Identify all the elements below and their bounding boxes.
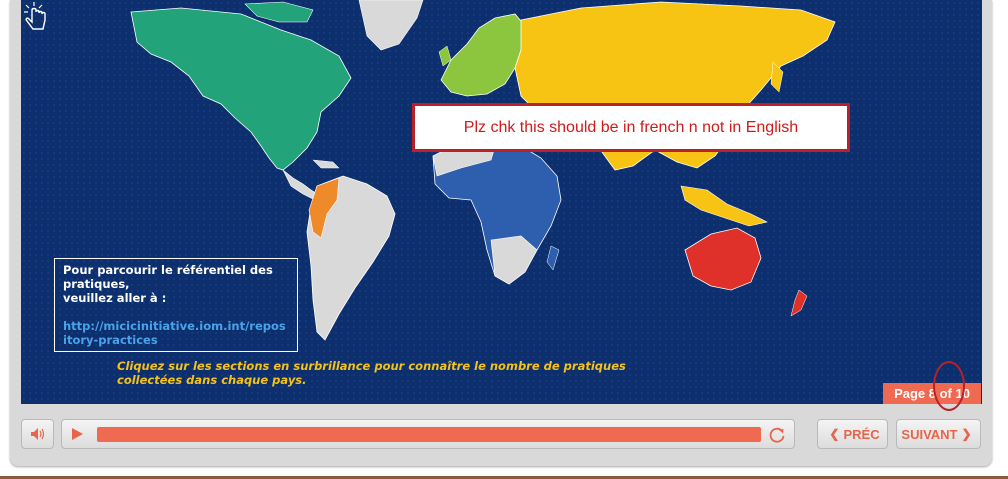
review-circle-mark bbox=[933, 361, 965, 411]
bottom-border bbox=[0, 476, 1008, 479]
prev-button-label: PRÉC bbox=[843, 426, 880, 442]
volume-button[interactable] bbox=[21, 419, 54, 449]
greenland bbox=[358, 0, 424, 51]
south-america bbox=[306, 175, 396, 341]
japan bbox=[770, 61, 784, 93]
caribbean bbox=[312, 159, 340, 169]
progress-fill bbox=[97, 427, 761, 442]
speaker-icon bbox=[30, 428, 44, 440]
southern-africa bbox=[490, 235, 538, 285]
uk bbox=[438, 45, 452, 67]
repository-link[interactable]: http://micicinitiative.iom.int/repositor… bbox=[63, 319, 286, 347]
progress-track[interactable] bbox=[97, 427, 761, 442]
world-map-graphic bbox=[21, 0, 982, 404]
new-zealand bbox=[790, 289, 808, 317]
replay-icon[interactable] bbox=[768, 426, 786, 444]
media-player-bar bbox=[61, 419, 795, 449]
madagascar bbox=[546, 245, 560, 271]
play-icon[interactable] bbox=[70, 427, 84, 441]
chevron-left-icon: ❮ bbox=[829, 427, 840, 441]
next-button-label: SUIVANT bbox=[901, 426, 958, 442]
arctic-islands bbox=[244, 1, 314, 23]
world-map[interactable]: Pour parcourir le référentiel des pratiq… bbox=[21, 0, 982, 404]
southeast-asia bbox=[680, 185, 768, 227]
chevron-right-icon: ❯ bbox=[961, 427, 972, 441]
map-hint: Cliquez sur les sections en surbrillance… bbox=[117, 359, 626, 387]
australia bbox=[684, 227, 762, 291]
review-comment: Plz chk this should be in french n not i… bbox=[412, 103, 850, 152]
next-button[interactable]: SUIVANT ❯ bbox=[896, 419, 981, 449]
page-indicator: Page 8 of 10 bbox=[883, 383, 981, 404]
prev-button[interactable]: ❮ PRÉC bbox=[817, 419, 888, 449]
repository-info-box: Pour parcourir le référentiel des pratiq… bbox=[54, 258, 298, 352]
pointer-hand-icon bbox=[24, 2, 46, 30]
south-america-highlight bbox=[308, 177, 340, 239]
repository-info-text: Pour parcourir le référentiel des pratiq… bbox=[63, 263, 273, 305]
